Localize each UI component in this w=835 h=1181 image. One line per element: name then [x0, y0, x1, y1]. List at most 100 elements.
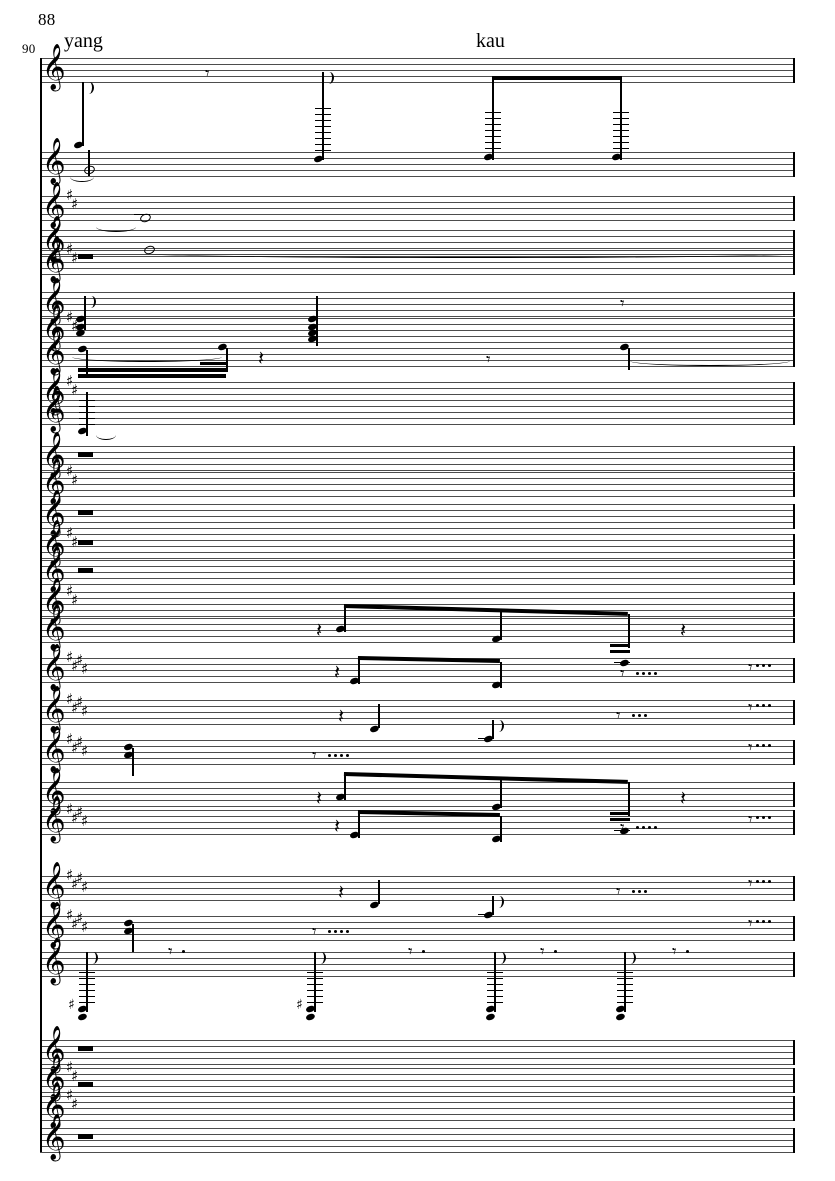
note-flag — [316, 952, 326, 964]
augmentation-dot — [644, 714, 647, 717]
ledger-line — [613, 142, 629, 144]
staff-line — [40, 292, 795, 293]
staff-line — [40, 400, 795, 401]
staff-line — [40, 718, 795, 719]
staff-line — [40, 382, 795, 383]
note-stem — [500, 816, 502, 842]
staff-line — [40, 470, 795, 471]
treble-clef-icon: 𝄞 — [42, 902, 66, 948]
note-stem — [358, 658, 360, 684]
note-stem — [492, 896, 494, 914]
ledger-line — [485, 148, 501, 150]
note-stem — [628, 614, 630, 648]
key-signature-sharp-icon: ♯ — [71, 699, 79, 717]
staff-line — [40, 740, 795, 741]
eighth-rest: 𝄾 — [620, 664, 625, 684]
staff-line — [40, 610, 795, 611]
augmentation-dot — [768, 664, 771, 667]
staff-line — [40, 604, 795, 605]
key-signature-sharp-icon: ♯ — [66, 524, 74, 542]
treble-clef-icon: 𝄞 — [42, 138, 66, 184]
note-flag — [86, 296, 96, 308]
eighth-rest: 𝄾 — [312, 922, 317, 942]
note-flag — [494, 896, 504, 908]
eighth-rest: 𝄾 — [205, 64, 210, 84]
key-signature-sharp-icon: ♯ — [66, 186, 74, 204]
ledger-line — [617, 972, 633, 974]
staff-line — [40, 598, 795, 599]
key-signature-sharp-icon: ♯ — [66, 648, 74, 666]
ledger-line — [79, 984, 95, 986]
key-signature-sharp-icon: ♯ — [71, 915, 79, 933]
augmentation-dot — [346, 754, 349, 757]
augmentation-dot — [328, 754, 331, 757]
ledger-line — [487, 1002, 503, 1004]
staff-line — [40, 682, 795, 683]
whole-measure-rest — [78, 1134, 93, 1139]
staff-line — [40, 214, 795, 215]
note-stem — [500, 662, 502, 688]
staff-line — [40, 1086, 795, 1087]
note-head — [349, 830, 360, 840]
ledger-line — [315, 108, 331, 110]
staff-line — [40, 274, 795, 275]
staff-8: 𝄞 — [40, 331, 795, 371]
note-stem — [132, 748, 134, 776]
note-stem — [378, 880, 380, 904]
key-signature-sharp-icon: ♯ — [71, 875, 79, 893]
dotted-eighth-rest: 𝄾 — [672, 942, 677, 962]
staff-line — [40, 242, 795, 243]
staff-line — [40, 158, 795, 159]
staff-line — [40, 558, 795, 559]
note-head — [349, 676, 360, 686]
slur — [96, 430, 116, 440]
staff-end-barline — [793, 810, 795, 835]
staff-line — [40, 208, 795, 209]
staff-line — [40, 894, 795, 895]
note-head — [615, 1012, 626, 1022]
staff-line — [40, 176, 795, 177]
ledger-line — [487, 990, 503, 992]
staff-line — [40, 1120, 795, 1121]
staff-line — [40, 822, 795, 823]
staff-line — [40, 952, 795, 953]
treble-clef-icon: 𝄞 — [42, 1054, 66, 1100]
note-stem — [344, 606, 346, 632]
ledger-line — [79, 412, 95, 414]
augmentation-dot — [762, 664, 765, 667]
staff-line — [40, 202, 795, 203]
augmentation-dot — [768, 880, 771, 883]
staff-end-barline — [793, 230, 795, 255]
treble-clef-icon: 𝄞 — [42, 768, 66, 814]
treble-clef-icon: 𝄞 — [42, 938, 66, 984]
note-stem — [88, 150, 90, 176]
key-signature-sharp-icon: ♯ — [66, 690, 74, 708]
ledger-line — [485, 118, 501, 120]
staff-line — [40, 928, 795, 929]
staff-line — [40, 566, 795, 567]
staff-line — [40, 1046, 795, 1047]
note-stem — [316, 296, 318, 346]
staff-line — [40, 700, 795, 701]
staff-2: 𝄞 — [40, 141, 795, 181]
staff-end-barline — [793, 1040, 795, 1065]
augmentation-dot — [642, 826, 645, 829]
staff-line — [40, 336, 795, 337]
staff-end-barline — [793, 342, 795, 367]
ledger-line — [79, 400, 95, 402]
staff-end-barline — [793, 1068, 795, 1093]
quarter-rest: 𝄽 — [680, 618, 687, 642]
ledger-line — [79, 1002, 95, 1004]
staff-line — [40, 752, 795, 753]
note-head — [369, 724, 380, 734]
ledger-line — [315, 132, 331, 134]
staff-end-barline — [793, 1096, 795, 1121]
note-stem — [494, 952, 496, 1012]
staff-end-barline — [793, 250, 795, 275]
beam — [78, 368, 226, 373]
treble-clef-icon: 𝄞 — [42, 490, 66, 536]
augmentation-dot — [182, 950, 185, 953]
ledger-line — [485, 112, 501, 114]
beam — [610, 650, 630, 654]
